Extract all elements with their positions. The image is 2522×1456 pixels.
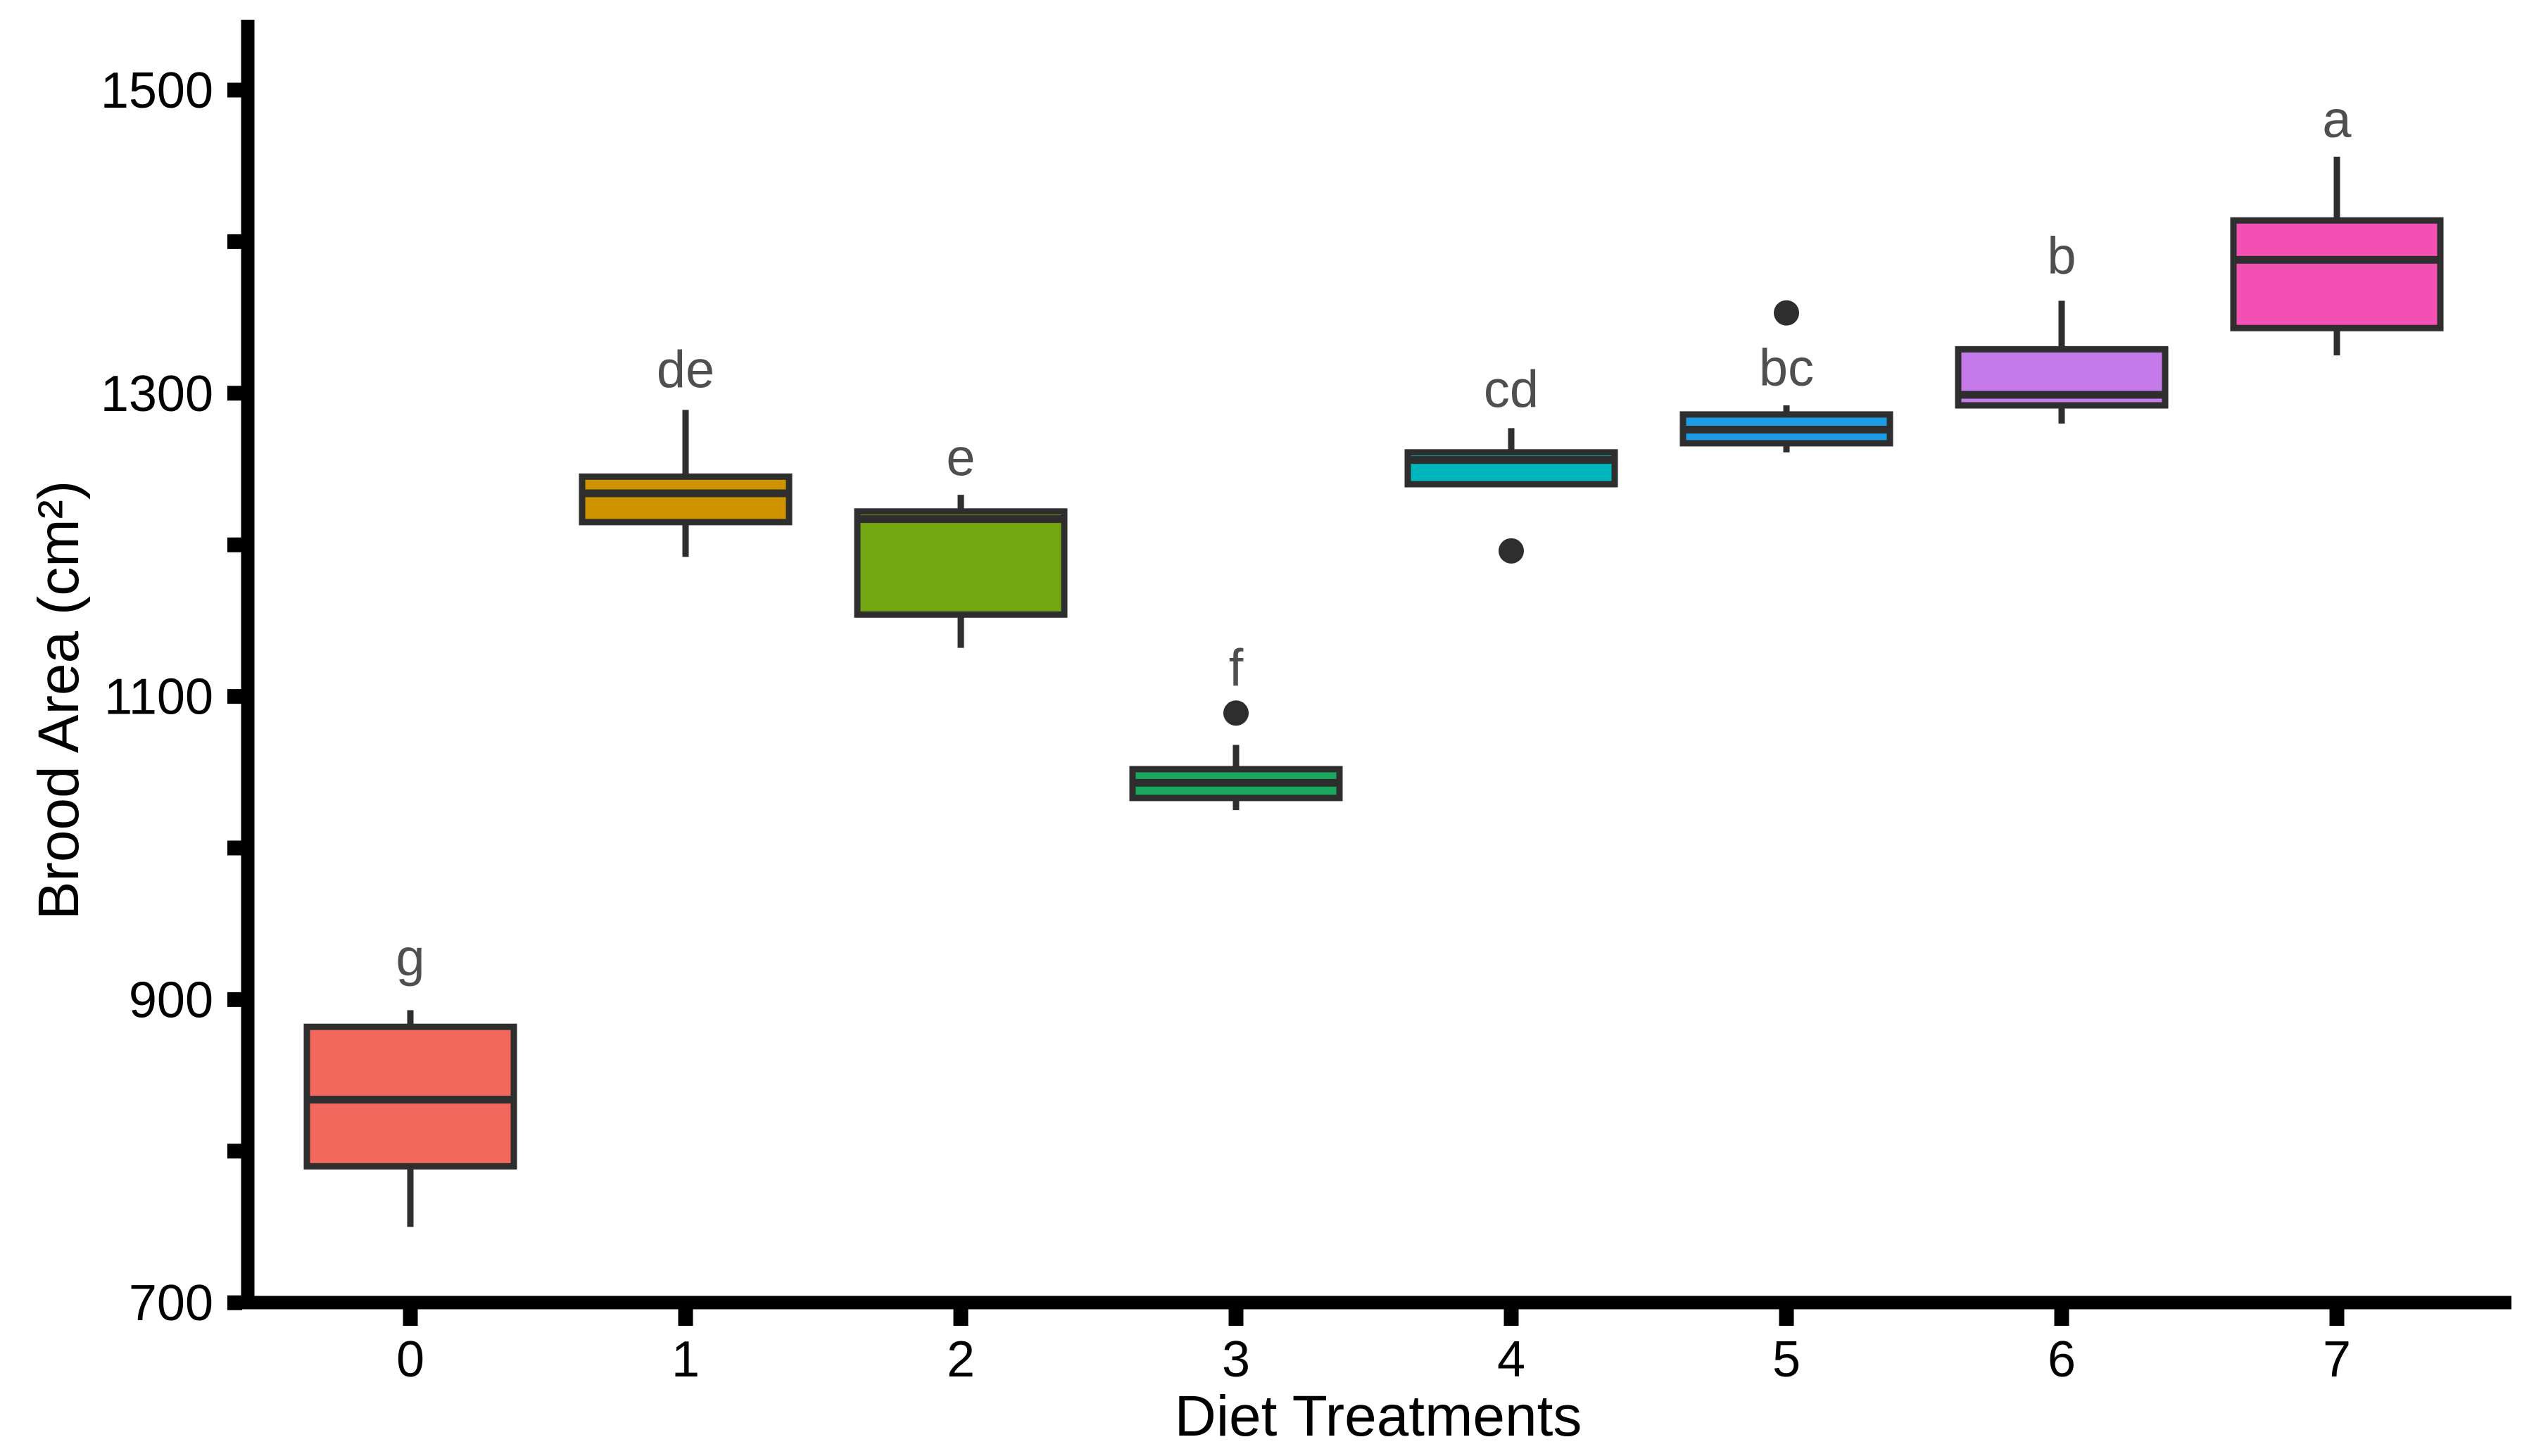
sig-letter: a	[2322, 90, 2352, 148]
y-axis-title: Brood Area (cm²)	[27, 480, 91, 920]
x-axis-tick-label: 7	[2323, 1331, 2351, 1388]
y-axis-tick-label: 1100	[104, 669, 213, 726]
outlier-point	[1774, 300, 1799, 326]
y-axis-tick-label: 900	[129, 972, 213, 1028]
sig-letter: g	[396, 928, 424, 987]
x-axis-tick-label: 3	[1222, 1331, 1250, 1388]
sig-letter: f	[1229, 639, 1244, 697]
y-axis-tick-label: 1500	[101, 63, 213, 119]
x-axis-title: Diet Treatments	[1174, 1384, 1582, 1448]
x-axis-tick-label: 0	[396, 1331, 424, 1388]
outlier-point	[1223, 700, 1249, 726]
sig-letter: de	[657, 340, 714, 398]
x-axis-tick-label: 6	[2048, 1331, 2076, 1388]
sig-letter: bc	[1759, 338, 1814, 397]
box-2	[854, 508, 1068, 618]
box-1	[579, 473, 793, 526]
sig-letter: b	[2047, 227, 2076, 285]
outlier-point	[1499, 538, 1524, 564]
sig-letter: cd	[1484, 360, 1539, 418]
y-axis-tick-label: 700	[129, 1275, 213, 1331]
x-axis-tick-label: 5	[1772, 1331, 1801, 1388]
box-7	[2230, 217, 2444, 331]
sig-letter: e	[946, 428, 975, 486]
x-axis-tick-label: 4	[1497, 1331, 1525, 1388]
y-axis-tick-label: 1300	[101, 366, 213, 422]
x-axis-tick-label: 2	[947, 1331, 975, 1388]
x-axis-tick-label: 1	[672, 1331, 700, 1388]
